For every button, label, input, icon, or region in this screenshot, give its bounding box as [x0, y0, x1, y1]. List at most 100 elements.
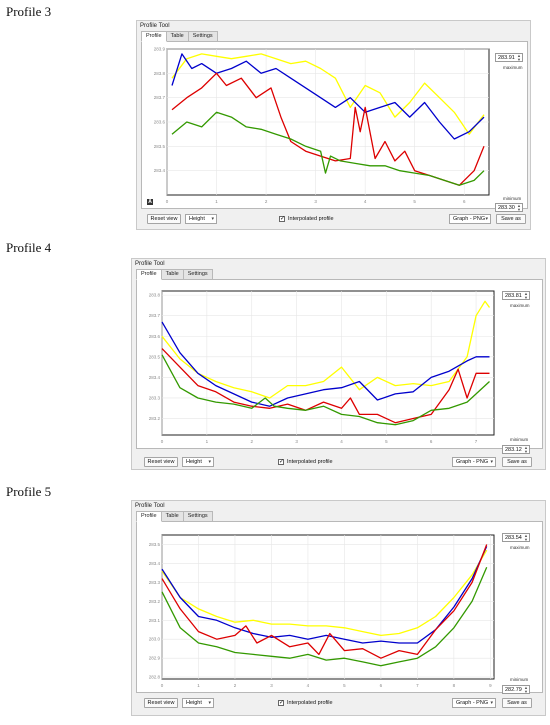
chevron-down-icon: ▾	[208, 459, 211, 465]
reset-view-button[interactable]: Reset view	[144, 698, 178, 708]
export-format-select[interactable]: Graph - PNG ▾	[452, 457, 496, 467]
chevron-down-icon: ▾	[211, 216, 214, 222]
series-line-3	[161, 354, 490, 426]
series-line-2	[161, 544, 488, 659]
y-tick-label: 283.8	[154, 71, 166, 76]
y-tick-label: 283.8	[149, 293, 161, 298]
y-tick-label: 283.4	[154, 168, 166, 173]
y-tick-label: 283.2	[149, 416, 161, 421]
x-tick-label: 6	[430, 439, 433, 444]
check-icon[interactable]: ✓	[279, 216, 286, 222]
chevron-down-icon: ▾	[485, 216, 488, 222]
x-tick-label: 0	[166, 199, 169, 204]
y-tick-label: 283.3	[149, 395, 161, 400]
profile-4-chart: 0 1 2 3 4 5 6 7 283.2 283.3 283.4 283.5 283.6 283.7 28…	[149, 290, 495, 444]
window-title: Profile Tool	[140, 23, 170, 29]
spin-arrows-icon[interactable]: ▲ ▼	[524, 291, 528, 300]
window-title: Profile Tool	[135, 503, 165, 509]
x-tick-label: 2	[250, 439, 253, 444]
height-select[interactable]: Height ▾	[182, 698, 214, 708]
reset-view-button[interactable]: Reset view	[147, 214, 181, 224]
maximum-label: maximum	[510, 303, 530, 308]
x-tick-label: 8	[453, 683, 456, 688]
y-tick-label: 283.4	[149, 375, 161, 380]
x-tick-label: 5	[385, 439, 388, 444]
tab-profile[interactable]: Profile	[136, 511, 162, 522]
check-icon[interactable]: ✓	[278, 700, 285, 706]
maximum-value-field[interactable]: 283.91 ▲ ▼	[495, 53, 523, 62]
tab-profile[interactable]: Profile	[136, 269, 162, 280]
y-tick-label: 283.7	[154, 95, 166, 100]
y-tick-label: 283.7	[149, 313, 161, 318]
maximum-label: maximum	[510, 545, 530, 550]
minimum-label: minimum	[510, 437, 529, 442]
maximum-value-field[interactable]: 283.81 ▲ ▼	[502, 291, 530, 300]
save-as-button[interactable]: Save as	[502, 698, 532, 708]
x-tick-label: 0	[161, 439, 164, 444]
maximum-value-field[interactable]: 283.54 ▲ ▼	[502, 533, 530, 542]
y-tick-label: 283.2	[149, 599, 161, 604]
x-tick-label: 4	[307, 683, 310, 688]
x-tick-label: 4	[364, 199, 367, 204]
export-format-select[interactable]: Graph - PNG ▾	[452, 698, 496, 708]
series-line-2	[161, 348, 490, 424]
spin-arrows-icon[interactable]: ▲ ▼	[524, 533, 528, 542]
x-tick-label: 1	[197, 683, 200, 688]
y-tick-label: 283.0	[149, 637, 161, 642]
y-tick-label: 283.5	[154, 144, 166, 149]
x-tick-label: 1	[206, 439, 209, 444]
profile-5-chart: 0 1 2 3 4 5 6 7 8 9 282.8 282.9 283.0 283.1 283.2 283.3…	[149, 534, 495, 688]
chevron-down-icon: ▾	[490, 700, 493, 706]
x-tick-label: 4	[340, 439, 343, 444]
chevron-down-icon: ▾	[490, 459, 493, 465]
window-title: Profile Tool	[135, 261, 165, 267]
minimum-value-field[interactable]: 282.79 ▲ ▼	[502, 685, 530, 694]
y-tick-label: 283.9	[154, 47, 166, 52]
y-tick-label: 282.9	[149, 656, 161, 661]
aspect-icon[interactable]: A	[147, 199, 153, 205]
series-line-1	[161, 321, 490, 407]
interpolated-profile-checkbox[interactable]: ✓ Interpolated profile	[278, 700, 333, 706]
minimum-value-field[interactable]: 283.12 ▲ ▼	[502, 445, 530, 454]
plot-area	[161, 290, 495, 436]
export-format-select[interactable]: Graph - PNG ▾	[449, 214, 491, 224]
x-tick-label: 3	[270, 683, 273, 688]
y-tick-label: 283.5	[149, 542, 161, 547]
profile-3-chart: 0 1 2 3 4 5 6 283.4 283.5 283.6 283.7 283.8 283.9	[154, 47, 490, 204]
x-tick-label: 7	[475, 439, 478, 444]
series-line-2	[171, 72, 485, 186]
x-tick-label: 2	[234, 683, 237, 688]
x-tick-label: 3	[295, 439, 298, 444]
minimum-label: minimum	[510, 677, 529, 682]
y-tick-label: 283.6	[149, 334, 161, 339]
minimum-label: minimum	[503, 196, 522, 201]
check-icon[interactable]: ✓	[278, 459, 285, 465]
save-as-button[interactable]: Save as	[502, 457, 532, 467]
x-tick-label: 3	[314, 199, 317, 204]
x-tick-label: 5	[343, 683, 346, 688]
spin-arrows-icon[interactable]: ▲ ▼	[517, 203, 521, 212]
interpolated-profile-checkbox[interactable]: ✓ Interpolated profile	[278, 459, 333, 465]
x-tick-label: 0	[161, 683, 164, 688]
x-tick-label: 7	[416, 683, 419, 688]
spin-arrows-icon[interactable]: ▲ ▼	[517, 53, 521, 62]
y-tick-label: 283.6	[154, 120, 166, 125]
save-as-button[interactable]: Save as	[496, 214, 526, 224]
x-tick-label: 5	[413, 199, 416, 204]
spin-arrows-icon[interactable]: ▲ ▼	[524, 685, 528, 694]
height-select[interactable]: Height ▾	[182, 457, 214, 467]
chevron-down-icon: ▾	[208, 700, 211, 706]
height-select[interactable]: Height ▾	[185, 214, 217, 224]
interpolated-profile-checkbox[interactable]: ✓ Interpolated profile	[279, 216, 334, 222]
maximum-label: maximum	[503, 65, 523, 70]
tab-profile[interactable]: Profile	[141, 31, 167, 42]
profile-5-heading: Profile 5	[6, 484, 52, 499]
minimum-value-field[interactable]: 283.30 ▲ ▼	[495, 203, 523, 212]
series-line-1	[171, 53, 485, 140]
reset-view-button[interactable]: Reset view	[144, 457, 178, 467]
spin-arrows-icon[interactable]: ▲ ▼	[524, 445, 528, 454]
series-line-3	[171, 111, 485, 186]
